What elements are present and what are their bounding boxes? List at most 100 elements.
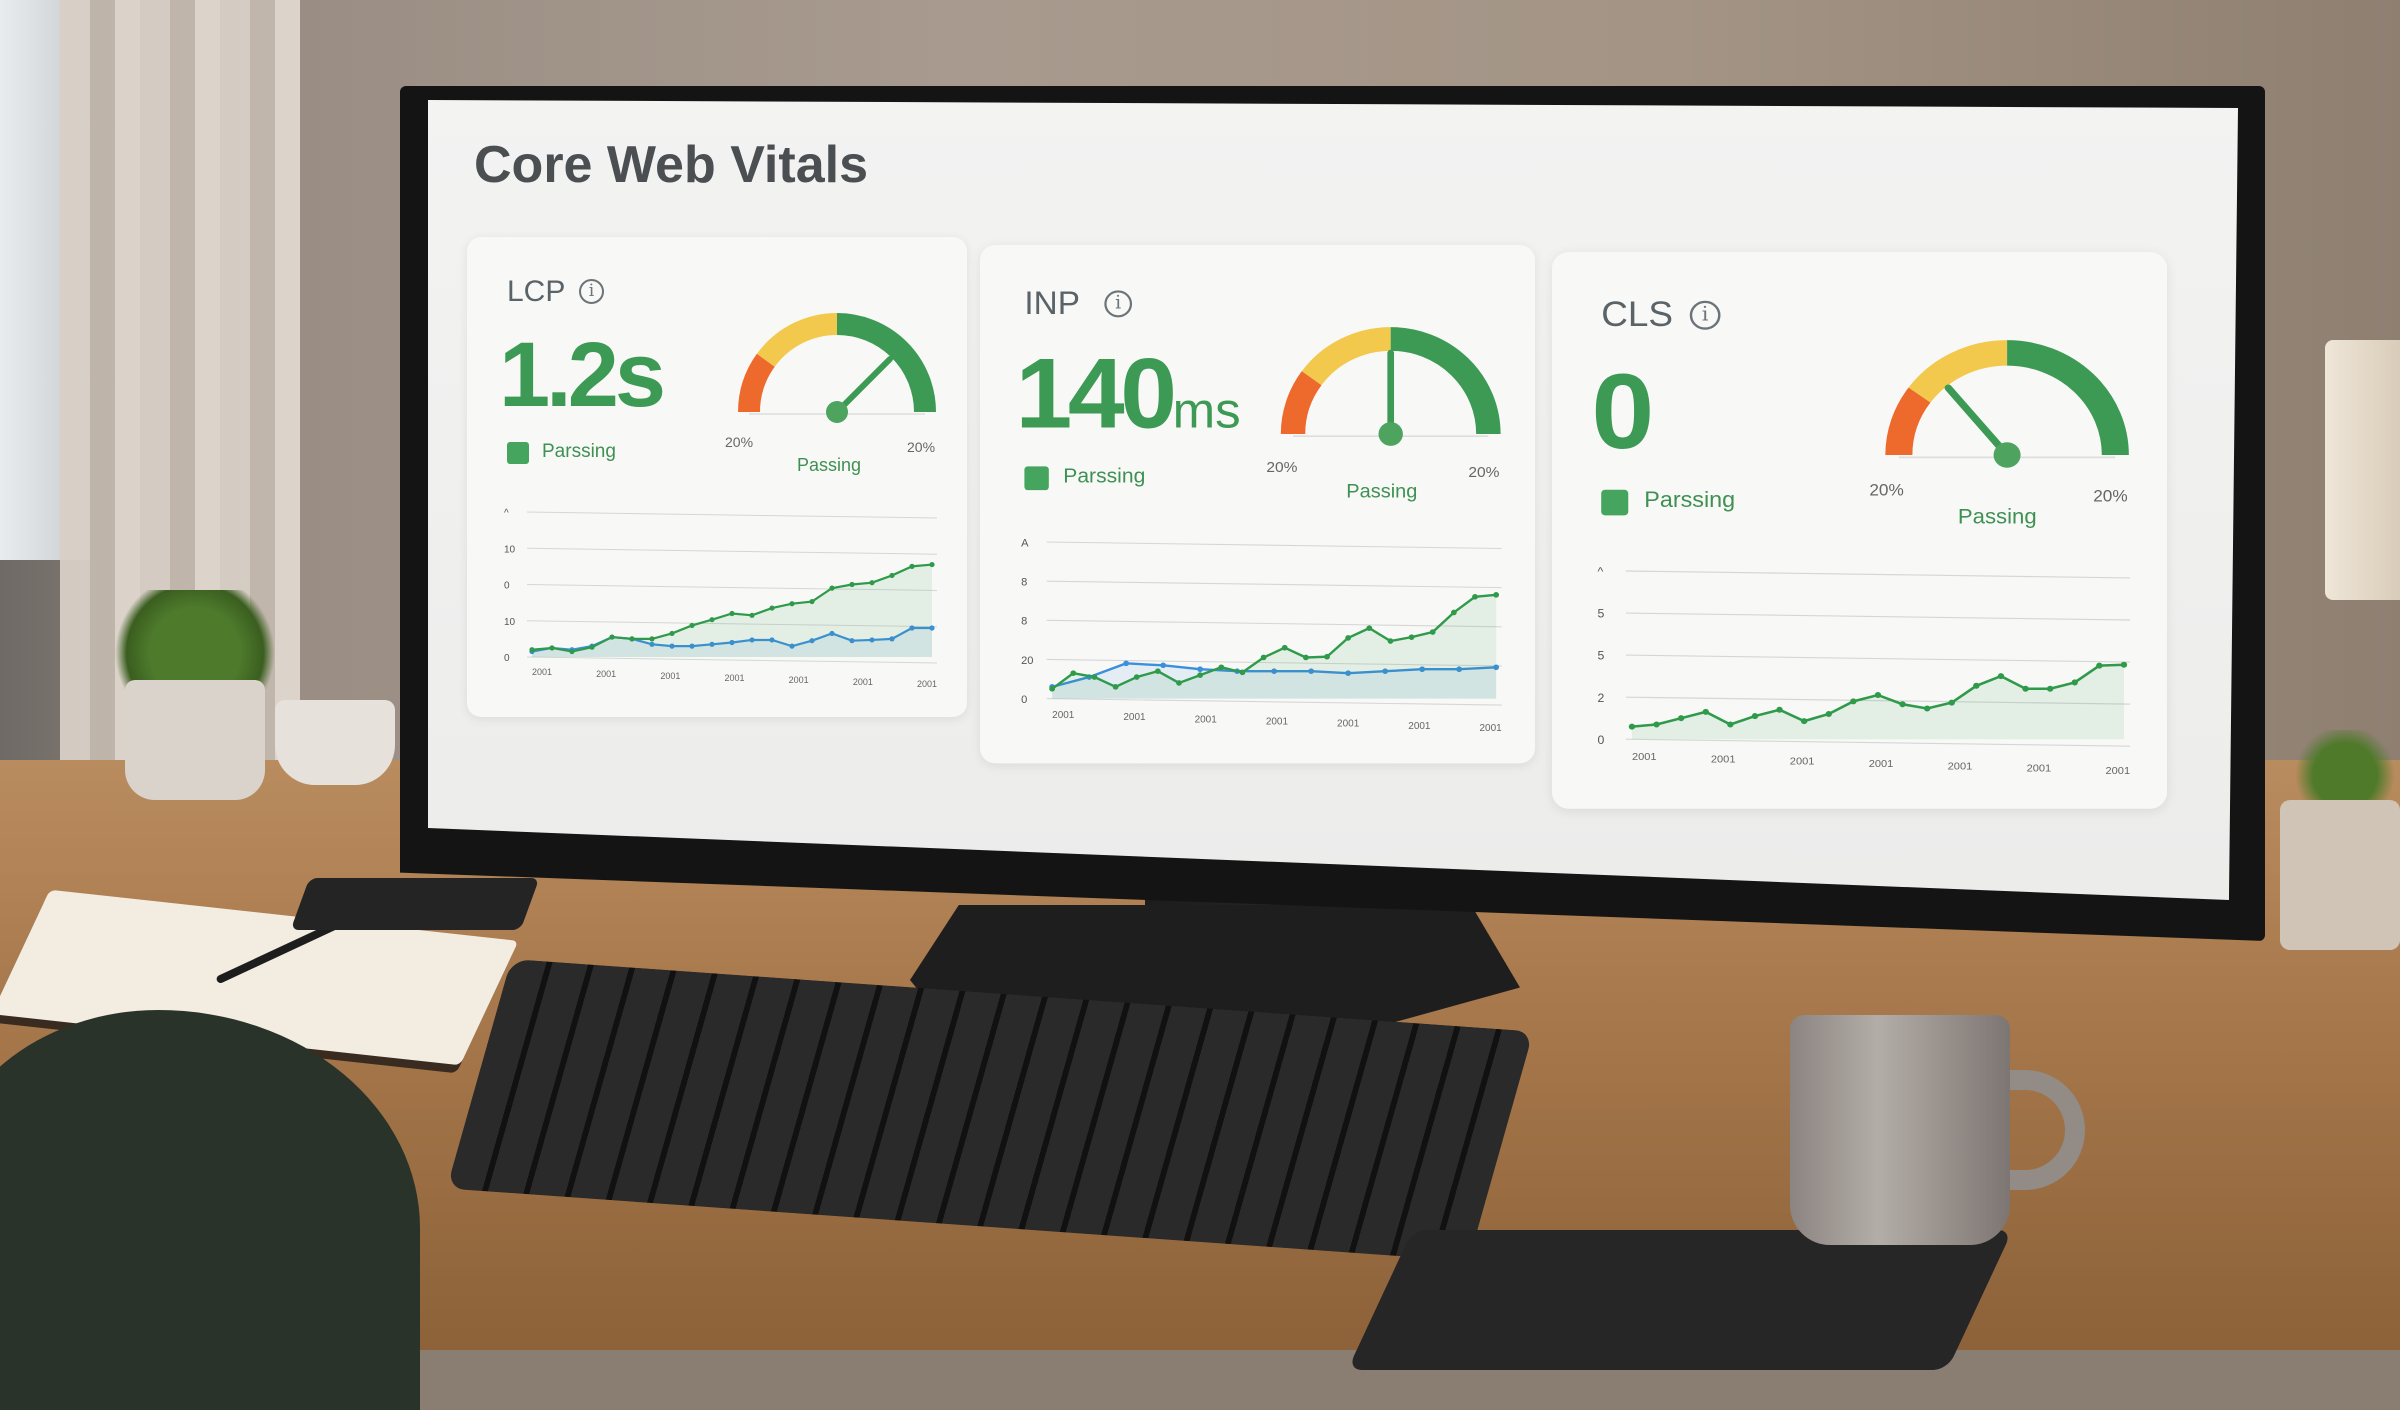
data-point [789,601,795,607]
data-point [1493,664,1500,671]
data-point [1382,668,1389,675]
data-point [529,647,535,653]
y-tick-label: A [1021,537,1029,549]
data-point [2096,662,2103,669]
y-tick-label: 8 [1021,616,1027,628]
x-tick-label: 2001 [1195,714,1217,725]
data-point [2120,661,2128,668]
gridline [526,620,938,628]
data-point [749,612,755,618]
legend-swatch [507,442,529,464]
data-point [1197,672,1204,678]
gauge-segment-needs-improvement [1908,340,2008,403]
gridline [1625,738,2131,747]
data-point [1176,680,1182,686]
mouse-pad [1347,1230,2013,1370]
x-tick-label: 2001 [1408,721,1430,732]
legend-swatch [1024,466,1049,491]
series-area [1052,594,1497,699]
data-point [709,641,715,647]
gauge-status: Passing [1346,480,1418,503]
gridline [1046,580,1502,589]
x-tick-label: 2001 [2027,763,2052,775]
series-area [532,564,932,657]
data-point [1850,698,1857,705]
y-tick-label: 20 [1021,655,1033,667]
data-point [829,630,835,637]
data-point [689,622,695,629]
gridline [1625,696,2131,705]
x-tick-label: 2001 [1869,758,1894,770]
data-point [2022,685,2029,692]
metric-number: 0 [1591,352,1654,472]
metric-card-inp: INP i 140ms Parssing 20% 20% Passing 0 20… [980,245,1535,764]
data-point [1366,625,1373,631]
x-tick-label: 2001 [789,675,809,685]
gauge [738,313,936,423]
data-point [549,645,555,651]
metric-name: INP [1024,286,1080,322]
data-point [669,630,675,637]
data-point [909,563,915,569]
series-area [1631,664,2124,740]
data-point [869,580,875,586]
data-point [2071,679,2078,686]
data-point [569,648,575,655]
data-point [1751,713,1759,720]
info-icon[interactable]: i [579,279,604,304]
data-point [1302,654,1309,661]
y-tick-label: 5 [1598,607,1605,621]
data-point [909,625,915,631]
gauge-needle-hub [826,401,848,423]
metric-name: LCP [507,275,566,308]
data-point [1923,705,1931,712]
x-tick-label: 2001 [917,679,937,689]
gridline [1046,541,1502,550]
data-point [649,636,655,642]
data-point [1472,594,1478,600]
metric-value: 140ms [1016,338,1241,451]
info-icon[interactable]: i [1689,300,1721,330]
info-icon[interactable]: i [1104,290,1133,318]
data-point [1456,666,1463,673]
gauge-segment-good [836,313,936,413]
y-tick-label: ^ [1598,565,1604,579]
data-point [1308,668,1315,675]
data-point [1429,629,1436,635]
data-point [1419,666,1426,673]
page-title: Core Web Vitals [474,136,868,194]
gridline [1625,612,2131,621]
coffee-mug [1790,1015,2010,1245]
data-point [1825,710,1832,717]
y-tick-label: 8 [1021,577,1027,589]
data-point [1653,721,1660,728]
gauge-status: Passing [1957,504,2037,529]
data-point [709,617,715,623]
phone [290,878,540,930]
lamp-shade [2325,340,2400,600]
data-point [1281,644,1288,651]
data-point [929,561,935,568]
data-point [849,581,855,588]
gauge [1885,340,2129,468]
gauge-segment-good [2006,340,2129,456]
legend-label: Parssing [542,441,616,462]
data-point [2046,685,2054,692]
data-point [669,643,675,649]
metric-unit: ms [1172,382,1241,439]
gauge-segment-poor [1885,387,1931,456]
data-point [1133,674,1140,680]
data-point [769,605,775,611]
data-point [1160,662,1167,669]
gauge-left-label: 20% [1869,480,1904,500]
x-tick-label: 2001 [1337,719,1359,730]
gridline [526,656,938,664]
x-tick-label: 2001 [532,667,552,677]
x-tick-label: 2001 [853,677,873,687]
gauge-needle-hub [1378,422,1403,446]
gauge-segment-needs-improvement [756,313,838,368]
gridline [1046,698,1502,706]
y-tick-label: 10 [504,617,516,628]
gridline [1046,658,1502,667]
data-point [1091,674,1098,680]
